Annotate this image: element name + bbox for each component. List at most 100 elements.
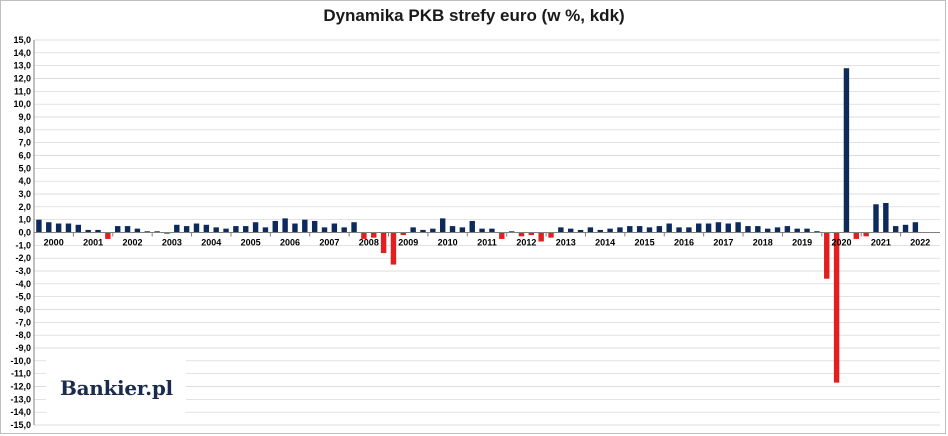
y-tick-label: -5,0: [15, 292, 31, 302]
x-tick-label: 2019: [792, 238, 812, 248]
bar: [439, 218, 446, 233]
x-tick-label: 2012: [516, 238, 536, 248]
y-tick-label: -6,0: [15, 305, 31, 315]
y-tick-label: -13,0: [10, 394, 31, 404]
gridlines: [34, 39, 940, 426]
bar: [883, 202, 889, 233]
y-tick-label: -3,0: [15, 266, 31, 276]
bar: [607, 228, 613, 233]
y-tick-label: 6,0: [18, 151, 31, 161]
bar: [164, 232, 170, 234]
y-tick-label: -10,0: [10, 356, 31, 366]
y-tick-label: 14,0: [13, 48, 31, 58]
bar: [124, 226, 131, 233]
bar: [764, 228, 771, 233]
bar: [804, 228, 810, 233]
bar: [863, 232, 869, 237]
y-tick-label: -2,0: [15, 253, 31, 263]
y-tick-label: -9,0: [15, 343, 31, 353]
bar: [105, 232, 111, 239]
bar: [843, 68, 850, 233]
bar: [154, 231, 160, 233]
y-tick-label: 15,0: [13, 35, 31, 45]
bar: [518, 232, 525, 237]
x-tick-label: 2020: [832, 238, 852, 248]
bar: [745, 226, 751, 233]
bar: [243, 226, 249, 233]
bar: [144, 231, 150, 233]
bar: [528, 232, 535, 236]
bar: [341, 227, 347, 233]
bar: [134, 228, 141, 233]
bar: [676, 227, 682, 233]
bar: [272, 220, 278, 233]
bar: [85, 229, 91, 233]
y-tick-label: -7,0: [15, 317, 31, 327]
y-axis: 15,0 14,0 13,0 12,0 11,0 10,0 9,0 8,0 7,0 6,0 5,0 4…: [10, 35, 35, 430]
bar: [499, 232, 505, 239]
y-tick-label: 7,0: [18, 138, 31, 148]
y-tick-label: 3,0: [18, 189, 31, 199]
bar: [321, 227, 328, 233]
y-tick-label: 9,0: [18, 112, 31, 122]
bar: [55, 223, 62, 233]
bar: [833, 232, 840, 383]
bar: [686, 227, 692, 233]
y-tick-label: 12,0: [13, 74, 31, 84]
bar: [262, 227, 269, 233]
bar: [311, 220, 318, 233]
x-tick-label: 2018: [753, 238, 773, 248]
logo-background: [46, 360, 186, 418]
bar: [390, 232, 397, 265]
bar: [508, 231, 515, 233]
bar: [627, 226, 633, 233]
bar: [46, 222, 52, 233]
bar: [174, 224, 180, 233]
bar: [548, 232, 554, 238]
y-tick-label: 1,0: [18, 215, 31, 225]
bar: [410, 227, 416, 233]
x-tick-label: 2006: [280, 238, 300, 248]
bar: [725, 223, 731, 233]
bar: [469, 220, 475, 233]
bar: [696, 223, 702, 233]
bar: [617, 227, 623, 233]
bar: [824, 232, 830, 279]
bar: [380, 232, 387, 254]
y-tick-label: -15,0: [10, 420, 31, 430]
bar: [755, 226, 761, 233]
x-tick-label: 2014: [595, 238, 615, 248]
bar: [203, 224, 210, 233]
x-tick-label: 2022: [910, 238, 930, 248]
bar: [361, 232, 367, 239]
x-tick-label: 2013: [556, 238, 576, 248]
bar: [183, 226, 190, 233]
bar: [65, 223, 72, 233]
bar: [597, 229, 603, 233]
bar: [666, 223, 672, 233]
bar: [873, 204, 879, 233]
x-tick-label: 2010: [438, 238, 458, 248]
bar: [479, 228, 485, 233]
bar: [656, 226, 663, 233]
x-tick-label: 2016: [674, 238, 694, 248]
bar: [292, 223, 298, 233]
y-tick-label: -11,0: [11, 369, 31, 379]
bar: [902, 224, 909, 233]
bankier-logo: Bankier.pl: [60, 376, 173, 400]
bar: [36, 219, 42, 233]
x-tick-label: 2005: [241, 238, 261, 248]
bar: [213, 227, 219, 233]
y-tick-label: 2,0: [18, 202, 31, 212]
bar: [420, 229, 426, 233]
y-tick-label: 8,0: [18, 125, 31, 135]
y-tick-label: 11,0: [14, 86, 31, 96]
x-tick-label: 2001: [83, 238, 103, 248]
bar: [95, 229, 101, 233]
x-tick-label: 2015: [635, 238, 655, 248]
y-tick-label: -12,0: [10, 382, 31, 392]
bar: [558, 227, 564, 233]
x-tick-label: 2011: [477, 238, 497, 248]
